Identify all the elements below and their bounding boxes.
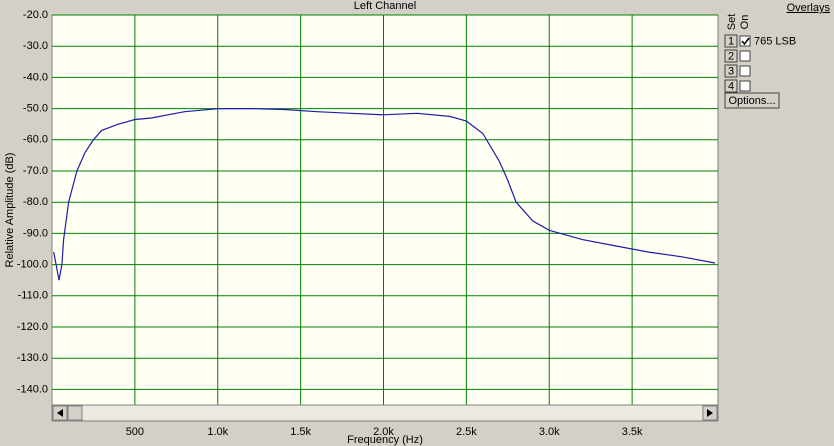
y-tick-label: -50.0 bbox=[23, 103, 48, 115]
y-tick-label: -70.0 bbox=[23, 165, 48, 177]
set-button[interactable] bbox=[724, 49, 738, 63]
x-tick-label: 2.0k bbox=[373, 426, 394, 438]
plot-area bbox=[51, 14, 719, 406]
set-button[interactable] bbox=[724, 34, 738, 48]
grid bbox=[52, 14, 718, 405]
button-label[interactable]: Options... bbox=[728, 95, 775, 107]
y-tick-label: -110.0 bbox=[18, 290, 48, 302]
x-tick-label: 500 bbox=[126, 426, 144, 438]
chart-title: Left Channel bbox=[354, 0, 416, 12]
button-frame[interactable] bbox=[724, 92, 780, 109]
arrow-left bbox=[57, 409, 63, 417]
y-tick-label: -60.0 bbox=[23, 134, 48, 146]
overlay-checkbox[interactable] bbox=[739, 80, 751, 92]
set-number: 1 bbox=[728, 35, 734, 47]
set-button[interactable] bbox=[724, 64, 738, 78]
y-tick-label: -30.0 bbox=[23, 40, 48, 52]
scrollbar[interactable] bbox=[51, 404, 719, 422]
overlays-link[interactable]: Overlays bbox=[787, 2, 831, 14]
y-tick-label: -40.0 bbox=[23, 71, 48, 83]
options-button[interactable]: Options... bbox=[724, 92, 780, 109]
set-button[interactable] bbox=[724, 79, 738, 93]
scroll-track[interactable] bbox=[51, 404, 719, 422]
x-axis-title: Frequency (Hz) bbox=[347, 434, 423, 446]
set-number: 4 bbox=[728, 80, 734, 92]
overlay-checkbox[interactable] bbox=[739, 65, 751, 77]
y-tick-label: -90.0 bbox=[23, 227, 48, 239]
set-header: Set bbox=[726, 14, 738, 31]
set-number: 2 bbox=[728, 50, 734, 62]
arrow-right bbox=[707, 409, 713, 417]
y-axis-title: Relative Amplitude (dB) bbox=[4, 153, 16, 268]
check-mark bbox=[741, 37, 750, 46]
y-tick-label: -130.0 bbox=[17, 352, 48, 364]
set-number: 3 bbox=[728, 65, 734, 77]
x-tick-label: 1.5k bbox=[290, 426, 311, 438]
scroll-thumb[interactable] bbox=[67, 405, 83, 421]
spectrum-line bbox=[53, 108, 716, 281]
y-tick-label: -100.0 bbox=[17, 259, 48, 271]
x-tick-label: 3.5k bbox=[622, 426, 643, 438]
y-tick-label: -120.0 bbox=[17, 321, 48, 333]
y-tick-label: -80.0 bbox=[23, 196, 48, 208]
y-tick-label: -140.0 bbox=[17, 383, 48, 395]
y-tick-label: -20.0 bbox=[23, 9, 48, 21]
on-header: On bbox=[739, 15, 751, 30]
overlay-checkbox[interactable] bbox=[739, 35, 751, 47]
x-tick-label: 1.0k bbox=[207, 426, 228, 438]
x-tick-label: 2.5k bbox=[456, 426, 477, 438]
overlay-checkbox[interactable] bbox=[739, 50, 751, 62]
overlay-label: 765 LSB bbox=[754, 35, 796, 47]
x-tick-label: 3.0k bbox=[539, 426, 560, 438]
